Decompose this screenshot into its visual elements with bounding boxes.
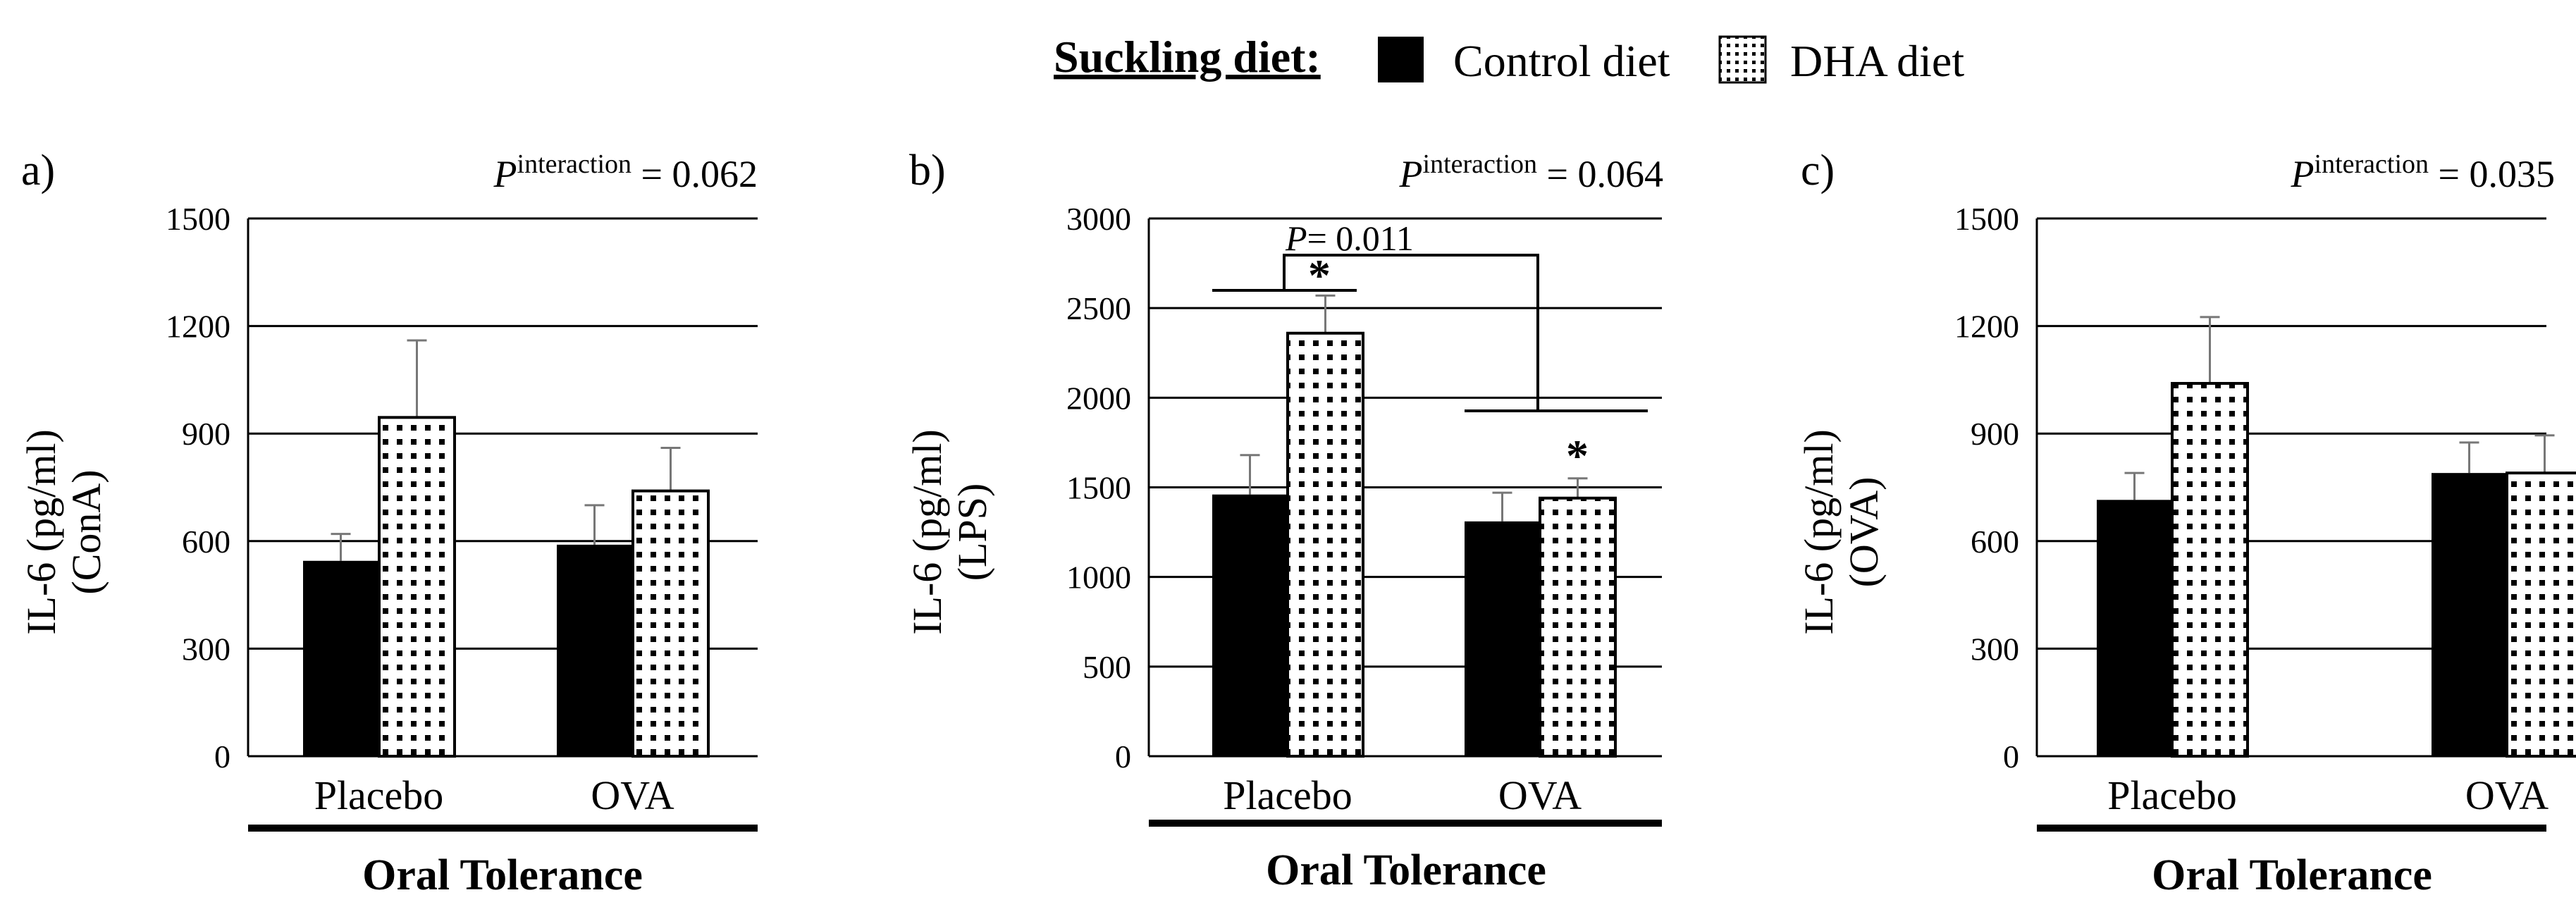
p-interaction-sup-b: interaction (1423, 149, 1537, 179)
bar-a-dha-placebo (378, 416, 456, 758)
p-interaction-value-b: = 0.064 (1537, 153, 1663, 195)
bar-a-control-ova (557, 544, 632, 756)
bar-b-dha-placebo (1286, 331, 1364, 758)
x-tick-label-a-placebo: Placebo (314, 772, 444, 818)
x-group-label-a: Oral Tolerance (362, 851, 643, 899)
p-interaction-sup-c: interaction (2315, 149, 2429, 179)
bar-a-control-placebo (303, 560, 378, 756)
y-tick-label-c-900: 900 (1971, 416, 2019, 452)
legend-title: Suckling diet: (1054, 32, 1321, 82)
bar-c-control-ova (2432, 473, 2507, 756)
y-axis-label-c-line1: IL-6 (pg/ml) (1796, 429, 1842, 635)
y-tick-label-c-0: 0 (2003, 739, 2019, 775)
y-tick-label-a-300: 300 (182, 631, 230, 667)
y-axis-label-c: IL-6 (pg/ml) (OVA) (1796, 429, 1887, 635)
y-tick-label-c-1500: 1500 (1954, 201, 2019, 237)
p-interaction-c: Pinteraction = 0.035 (2291, 149, 2555, 195)
x-group-label-b: Oral Tolerance (1266, 846, 1546, 894)
bar-c-dha-ova (2506, 471, 2576, 758)
x-tick-label-c-placebo: Placebo (2107, 772, 2237, 818)
p-interaction-prefix-a: P (493, 153, 517, 195)
plot-area-a: 0 300 600 900 1200 1500 Placebo OVA (166, 201, 758, 818)
y-tick-label-b-500: 500 (1083, 649, 1131, 685)
p-interaction-prefix-c: P (2291, 153, 2315, 195)
p-bracket-line (1283, 254, 1539, 411)
p-bracket-prefix: P (1285, 218, 1307, 258)
y-tick-label-b-1500: 1500 (1066, 470, 1131, 506)
panel-label-a: a) (21, 147, 55, 195)
star-ova: * (1566, 431, 1589, 481)
panel-label-c: c) (1801, 147, 1835, 195)
y-tick-label-b-3000: 3000 (1066, 201, 1131, 237)
plot-area-b: 0 500 1000 1500 2000 2500 3000 Placebo OVA (1066, 201, 1662, 818)
panel-b: b) Pinteraction = 0.064 IL-6 (pg/ml) (LP… (904, 147, 1663, 894)
y-tick-label-b-1000: 1000 (1066, 560, 1131, 596)
legend-swatch-dha (1718, 35, 1767, 84)
x-group-label-c: Oral Tolerance (2152, 851, 2432, 899)
y-tick-label-a-0: 0 (214, 739, 230, 775)
p-bracket-value: = 0.011 (1307, 218, 1414, 258)
p-bracket-label: P= 0.011 (1285, 218, 1414, 258)
y-axis-label-b-line1: IL-6 (pg/ml) (904, 429, 950, 635)
p-interaction-prefix-b: P (1399, 153, 1423, 195)
y-tick-label-c-1200: 1200 (1954, 309, 2019, 345)
y-axis-label-b: IL-6 (pg/ml) (LPS) (904, 429, 995, 635)
panel-a: a) Pinteraction = 0.062 IL-6 (pg/ml) (Co… (18, 147, 758, 899)
legend: Suckling diet: Control diet DHA diet (1054, 32, 1964, 86)
y-tick-label-b-2000: 2000 (1066, 380, 1131, 416)
bar-b-dha-ova (1539, 496, 1617, 758)
y-tick-label-a-900: 900 (182, 416, 230, 452)
legend-swatch-control (1378, 37, 1424, 82)
y-axis-label-b-line2: (LPS) (949, 483, 995, 581)
panel-label-b: b) (909, 147, 946, 195)
y-tick-label-c-600: 600 (1971, 524, 2019, 560)
p-interaction-value-a: = 0.062 (631, 153, 758, 195)
annotations-b: * * P= 0.011 (1212, 218, 1648, 481)
x-tick-label-a-ova: OVA (591, 772, 674, 818)
plot-area-c: 0 300 600 900 1200 1500 Placebo OVA (1954, 201, 2576, 818)
bar-b-control-ova (1465, 521, 1540, 756)
x-tick-label-b-placebo: Placebo (1223, 772, 1352, 818)
bar-c-control-placebo (2097, 500, 2172, 756)
y-tick-label-b-2500: 2500 (1066, 290, 1131, 326)
y-axis-label-a-line1: IL-6 (pg/ml) (18, 429, 64, 635)
p-interaction-value-c: = 0.035 (2429, 153, 2555, 195)
y-tick-label-c-300: 300 (1971, 631, 2019, 667)
panel-c: c) Pinteraction = 0.035 IL-6 (pg/ml) (OV… (1796, 147, 2576, 899)
y-axis-label-c-line2: (OVA) (1841, 477, 1887, 588)
legend-label-control: Control diet (1453, 36, 1670, 86)
y-tick-label-a-1200: 1200 (166, 309, 230, 345)
star-placebo: * (1308, 250, 1331, 300)
y-tick-label-a-1500: 1500 (166, 201, 230, 237)
legend-label-dha: DHA diet (1790, 36, 1964, 86)
bar-c-dha-placebo (2171, 381, 2249, 758)
p-interaction-b: Pinteraction = 0.064 (1399, 149, 1663, 195)
p-interaction-sup-a: interaction (517, 149, 631, 179)
bar-a-dha-ova (631, 489, 710, 758)
y-axis-label-a-line2: (ConA) (63, 469, 109, 594)
bar-b-control-placebo (1212, 494, 1288, 756)
y-tick-label-b-0: 0 (1115, 739, 1131, 775)
x-tick-label-b-ova: OVA (1498, 772, 1582, 818)
y-axis-label-a: IL-6 (pg/ml) (ConA) (18, 429, 109, 635)
x-tick-label-c-ova: OVA (2465, 772, 2549, 818)
p-interaction-a: Pinteraction = 0.062 (493, 149, 758, 195)
y-tick-label-a-600: 600 (182, 524, 230, 560)
